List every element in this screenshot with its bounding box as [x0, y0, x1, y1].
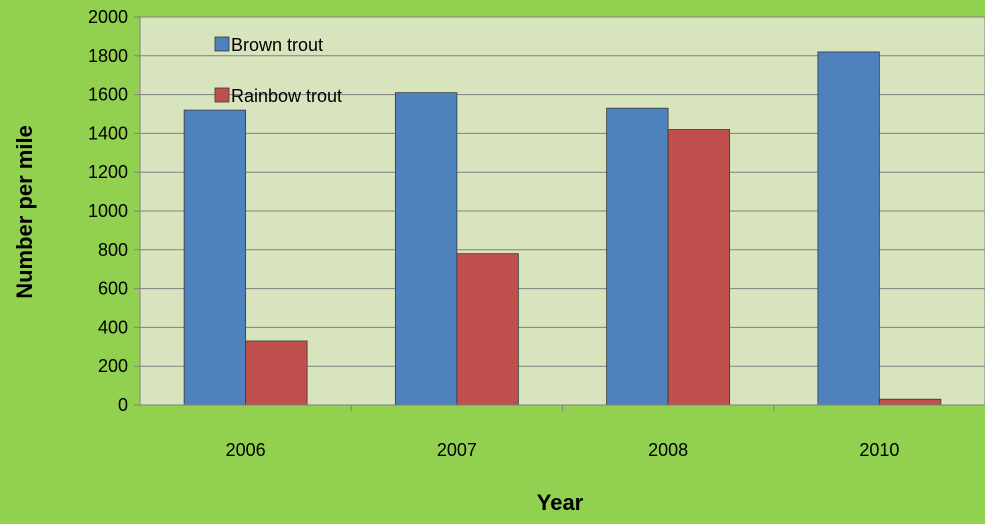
bar-brown-trout-2008: [606, 107, 669, 406]
y-tick-label: 1200: [88, 162, 128, 182]
y-tick-label: 1000: [88, 201, 128, 221]
bar-rainbow-trout-2010: [878, 398, 942, 406]
bar-brown-trout-2010: [817, 51, 880, 406]
y-tick-label: 200: [98, 356, 128, 376]
bar-rainbow-trout-2007: [456, 253, 519, 406]
x-axis-title: Year: [537, 490, 584, 515]
y-tick-label: 2000: [88, 7, 128, 27]
y-tick-label: 800: [98, 240, 128, 260]
bar-rainbow-trout-2008: [667, 129, 731, 406]
legend-swatch-brown-trout: [214, 36, 230, 52]
bar-brown-trout-2006: [183, 109, 247, 406]
x-tick-label: 2010: [859, 440, 899, 460]
y-tick-label: 400: [98, 317, 128, 337]
y-axis-title: Number per mile: [12, 125, 37, 299]
legend-label-brown-trout: Brown trout: [231, 35, 323, 55]
x-tick-label: 2007: [437, 440, 477, 460]
x-tick-label: 2006: [226, 440, 266, 460]
legend-label-rainbow-trout: Rainbow trout: [231, 86, 342, 106]
y-tick-label: 600: [98, 279, 128, 299]
x-tick-label: 2008: [648, 440, 688, 460]
bar-brown-trout-2007: [394, 92, 458, 406]
y-tick-label: 1800: [88, 46, 128, 66]
bar-rainbow-trout-2006: [245, 340, 308, 406]
y-tick-label: 0: [118, 395, 128, 415]
y-tick-label: 1600: [88, 85, 128, 105]
y-tick-label: 1400: [88, 123, 128, 143]
legend-swatch-rainbow-trout: [214, 87, 230, 103]
